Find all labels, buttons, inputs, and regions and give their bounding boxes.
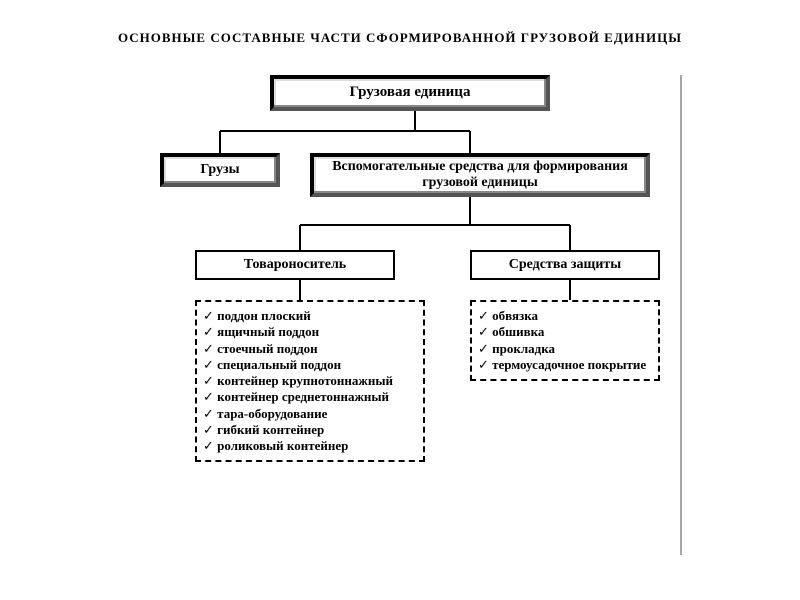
list-item: контейнер крупнотоннажный [203, 373, 415, 389]
node-root: Грузовая единица [270, 75, 550, 111]
page-title: ОСНОВНЫЕ СОСТАВНЫЕ ЧАСТИ СФОРМИРОВАННОЙ … [0, 30, 800, 46]
list-item: обшивка [478, 324, 650, 340]
node-auxiliary: Вспомогательные средства для формировани… [310, 153, 650, 197]
carrier-list-box: поддон плоскийящичный поддонстоечный под… [195, 300, 425, 462]
org-chart: Грузовая единица Грузы Вспомогательные с… [150, 75, 680, 575]
list-item: ящичный поддон [203, 324, 415, 340]
list-item: тара-оборудование [203, 406, 415, 422]
node-protection-header: Средства защиты [470, 250, 660, 280]
list-item: роликовый контейнер [203, 438, 415, 454]
scan-edge [680, 75, 682, 555]
node-cargo: Грузы [160, 153, 280, 187]
node-carrier-header: Товароноситель [195, 250, 395, 280]
list-item: термоусадочное покрытие [478, 357, 650, 373]
list-item: контейнер среднетоннажный [203, 389, 415, 405]
list-item: стоечный поддон [203, 341, 415, 357]
list-item: специальный поддон [203, 357, 415, 373]
list-item: поддон плоский [203, 308, 415, 324]
list-item: гибкий контейнер [203, 422, 415, 438]
list-item: обвязка [478, 308, 650, 324]
list-item: прокладка [478, 341, 650, 357]
protection-list-box: обвязкаобшивкапрокладкатермоусадочное по… [470, 300, 660, 381]
carrier-list: поддон плоскийящичный поддонстоечный под… [203, 308, 415, 454]
protection-list: обвязкаобшивкапрокладкатермоусадочное по… [478, 308, 650, 373]
